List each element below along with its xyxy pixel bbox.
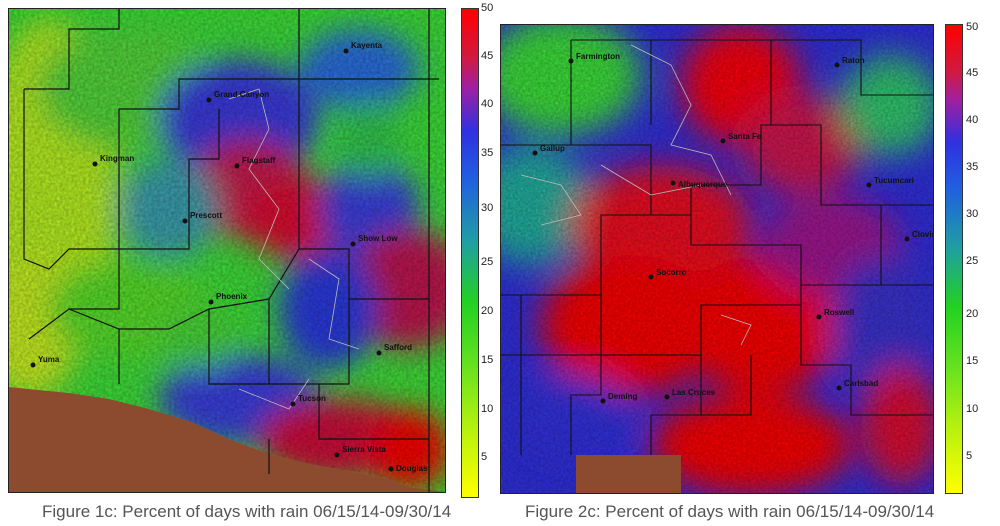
city-gallup: Gallup [532, 144, 565, 156]
colorbar-tick: 45 [966, 67, 979, 79]
svg-text:Kingman: Kingman [100, 154, 134, 163]
svg-text:Deming: Deming [608, 392, 637, 401]
svg-text:Phoenix: Phoenix [216, 292, 248, 301]
colorbar-tick: 30 [966, 208, 979, 220]
svg-text:Show Low: Show Low [358, 234, 398, 243]
svg-text:Carlsbad: Carlsbad [844, 379, 878, 388]
new-mexico-rain-map: Farmington Raton Gallup Santa Fe Albuque… [500, 24, 934, 494]
colorbar-tick: 25 [481, 256, 494, 268]
colorbar-tick: 20 [481, 305, 494, 317]
city-albuquerque: Albuquerque [670, 180, 728, 189]
city-grand-canyon: Grand Canyon [206, 90, 269, 103]
svg-text:Roswell: Roswell [824, 308, 854, 317]
arizona-caption: Figure 1c: Percent of days with rain 06/… [42, 502, 452, 521]
city-roswell: Roswell [816, 308, 854, 320]
svg-text:Las Cruces: Las Cruces [672, 388, 716, 397]
colorbar-tick: 40 [481, 98, 494, 110]
city-las-cruces: Las Cruces [664, 388, 716, 400]
svg-text:Grand Canyon: Grand Canyon [214, 90, 269, 99]
svg-text:Tucson: Tucson [298, 394, 326, 403]
city-farmington: Farmington [568, 52, 620, 64]
svg-text:Clovis: Clovis [912, 230, 933, 239]
colorbar-tick: 15 [966, 355, 979, 367]
city-prescott: Prescott [182, 211, 222, 224]
svg-text:Kayenta: Kayenta [351, 41, 383, 50]
svg-text:Flagstaff: Flagstaff [242, 156, 276, 165]
colorbar-tick: 35 [966, 161, 979, 173]
arizona-map-svg: Kayenta Grand Canyon Flagstaff Kingman P… [9, 9, 445, 492]
colorbar-tick: 15 [481, 354, 494, 366]
city-deming: Deming [600, 392, 637, 404]
new-mexico-colorbar [945, 24, 963, 494]
colorbar-tick: 10 [481, 403, 494, 415]
city-carlsbad: Carlsbad [836, 379, 878, 391]
city-tucumcari: Tucumcari [866, 176, 914, 188]
colorbar-tick: 30 [481, 202, 494, 214]
svg-text:Sierra Vista: Sierra Vista [342, 445, 386, 454]
city-yuma: Yuma [30, 355, 60, 368]
city-santa-fe: Santa Fe [720, 132, 762, 144]
svg-text:Safford: Safford [384, 343, 412, 352]
city-kingman: Kingman [92, 154, 134, 167]
new-mexico-caption: Figure 2c: Percent of days with rain 06/… [525, 502, 935, 521]
colorbar-tick: 45 [481, 50, 494, 62]
city-clovis: Clovis [904, 230, 933, 242]
colorbar-tick: 5 [481, 451, 488, 463]
colorbar-tick: 40 [966, 114, 979, 126]
arizona-rain-map: Kayenta Grand Canyon Flagstaff Kingman P… [8, 8, 446, 493]
svg-text:Gallup: Gallup [540, 144, 565, 153]
svg-text:Santa Fe: Santa Fe [728, 132, 762, 141]
city-raton: Raton [834, 56, 865, 68]
colorbar-tick: 25 [966, 255, 979, 267]
svg-text:Socorro: Socorro [656, 268, 687, 277]
colorbar-tick: 5 [966, 450, 973, 462]
colorbar-tick: 10 [966, 403, 979, 415]
new-mexico-map-svg: Farmington Raton Gallup Santa Fe Albuque… [501, 25, 933, 493]
city-sierra-vista: Sierra Vista [334, 445, 386, 458]
svg-text:Yuma: Yuma [38, 355, 60, 364]
svg-text:Farmington: Farmington [576, 52, 620, 61]
svg-text:Raton: Raton [842, 56, 865, 65]
city-safford: Safford [376, 343, 412, 356]
city-socorro: Socorro [648, 268, 687, 280]
city-flagstaff: Flagstaff [234, 156, 276, 169]
colorbar-tick: 50 [966, 21, 979, 33]
svg-text:Tucumcari: Tucumcari [874, 176, 914, 185]
city-douglas: Douglas [388, 464, 428, 473]
arizona-city-markers: Kayenta Grand Canyon Flagstaff Kingman P… [30, 41, 428, 473]
city-phoenix: Phoenix [208, 292, 248, 305]
new-mexico-city-markers: Farmington Raton Gallup Santa Fe Albuque… [532, 52, 933, 404]
arizona-colorbar [461, 8, 479, 498]
svg-text:Prescott: Prescott [190, 211, 222, 220]
colorbar-tick: 35 [481, 147, 494, 159]
city-kayenta: Kayenta [343, 41, 383, 54]
colorbar-tick: 20 [966, 308, 979, 320]
city-show-low: Show Low [350, 234, 398, 247]
city-tucson: Tucson [290, 394, 326, 407]
svg-text:Albuquerque: Albuquerque [678, 180, 728, 189]
svg-text:Douglas: Douglas [396, 464, 428, 473]
colorbar-tick: 50 [481, 2, 494, 14]
